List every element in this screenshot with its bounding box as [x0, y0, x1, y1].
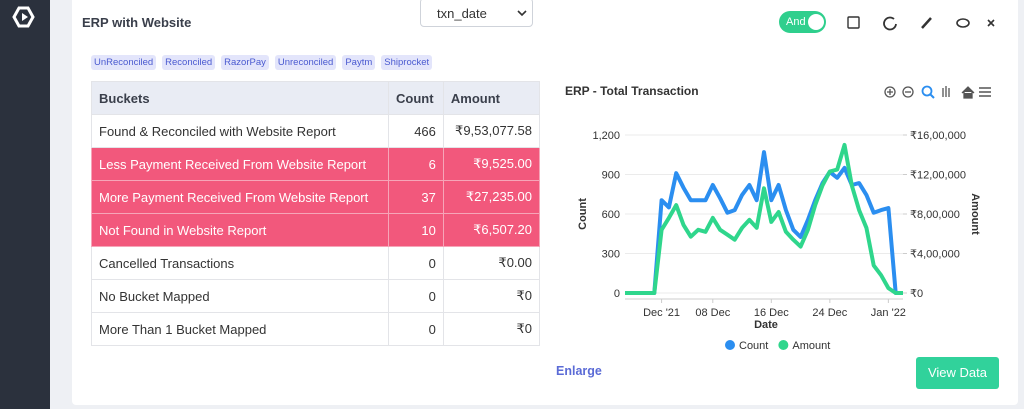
- table-row: Not Found in Website Report 10 ₹6,507.20: [91, 213, 541, 247]
- y2-tick-label: ₹12,00,000: [910, 170, 966, 182]
- x-tick-label: 08 Dec: [695, 307, 730, 319]
- legend-label: Count: [739, 340, 768, 352]
- y-tick-label: 1,200: [592, 130, 620, 142]
- legend-marker: [778, 340, 789, 350]
- legend-label: Amount: [792, 340, 830, 352]
- table-cell: Not Found in Website Report: [91, 213, 389, 247]
- y2-tick-label: ₹8,00,000: [910, 209, 960, 221]
- x-tick-label: 16 Dec: [754, 307, 789, 319]
- edit-icon[interactable]: [921, 17, 932, 29]
- toolbar: [847, 16, 995, 31]
- bucket-table: Buckets Count Amount Found & Reconciled wit…: [91, 81, 541, 346]
- chart-toolbar: [884, 85, 991, 99]
- sidebar: [0, 0, 50, 409]
- y2-axis-title: Amount: [969, 193, 981, 235]
- toggle-label: And: [786, 16, 806, 28]
- view-icon[interactable]: [956, 18, 970, 28]
- view-data-button[interactable]: View Data: [916, 357, 999, 389]
- y2-tick-label: ₹4,00,000: [910, 249, 960, 261]
- tag-list: UnReconciled Reconciled RazorPay Unreconcil…: [91, 55, 433, 70]
- x-tick-label: Jan '22: [871, 307, 906, 319]
- tag[interactable]: RazorPay: [221, 55, 269, 70]
- header-row: Buckets Count Amount: [91, 81, 541, 115]
- table-cell: Cancelled Transactions: [91, 246, 389, 280]
- close-icon[interactable]: [987, 19, 995, 27]
- table-row: Found & Reconciled with Website Report 46…: [91, 114, 541, 148]
- table-row: Less Payment Received From Website Repor…: [91, 147, 541, 181]
- logo: [12, 6, 35, 28]
- table-cell: Less Payment Received From Website Repor…: [91, 147, 389, 181]
- table-cell: 37: [388, 180, 444, 214]
- date-field-dropdown[interactable]: txn_date: [420, 0, 533, 27]
- select-icon[interactable]: [847, 16, 860, 29]
- y-axis-title: Count: [577, 198, 589, 230]
- dropdown-caret: [517, 10, 527, 17]
- table-row: No Bucket Mapped 0 ₹0: [91, 279, 541, 313]
- y2-tick-label: ₹16,00,000: [910, 130, 966, 142]
- column-header: Amount: [442, 81, 541, 115]
- title: ERP with Website: [82, 15, 192, 30]
- toggle-knob: [808, 14, 824, 30]
- table-cell: 10: [388, 213, 444, 247]
- table-cell: More Than 1 Bucket Mapped: [91, 312, 389, 346]
- column-header: Buckets: [91, 81, 389, 115]
- y-tick-label: 600: [602, 209, 620, 221]
- table-cell: 0: [388, 312, 444, 346]
- enlarge-link[interactable]: Enlarge: [556, 364, 602, 378]
- series-line: [625, 150, 903, 295]
- column-header: Count: [388, 81, 444, 115]
- table-cell: No Bucket Mapped: [91, 279, 389, 313]
- y-tick-label: 900: [602, 170, 620, 182]
- table-row: More Than 1 Bucket Mapped 0 ₹0: [91, 312, 541, 346]
- table-cell: Found & Reconciled with Website Report: [91, 114, 389, 148]
- table-cell: 466: [388, 114, 444, 148]
- table-cell: More Payment Received From Website Repor…: [91, 180, 389, 214]
- x-axis-title: Date: [754, 319, 778, 331]
- legend-marker: [725, 340, 735, 350]
- table-cell: ₹0.00: [442, 246, 541, 280]
- table-cell: 6: [388, 147, 444, 181]
- y2-tick-label: ₹0: [910, 288, 923, 300]
- refresh-icon[interactable]: [883, 16, 897, 31]
- y-tick-label: 0: [614, 288, 620, 300]
- table-cell: ₹27,235.00: [442, 180, 541, 214]
- table-row: More Payment Received From Website Repor…: [91, 180, 541, 214]
- table-cell: ₹0: [442, 279, 541, 313]
- series-line: [625, 142, 903, 295]
- y-tick-label: 300: [602, 249, 620, 261]
- table-cell: 0: [388, 246, 444, 280]
- table-cell: ₹9,53,077.58: [442, 114, 541, 148]
- tag[interactable]: Unreconciled: [274, 55, 337, 70]
- chart-title: ERP - Total Transaction: [565, 84, 699, 98]
- table-cell: 0: [388, 279, 444, 313]
- table-cell: ₹0: [442, 312, 541, 346]
- x-tick-label: 24 Dec: [812, 307, 847, 319]
- tag[interactable]: Paytm: [342, 55, 376, 70]
- tag[interactable]: Shiprocket: [381, 55, 433, 70]
- tag[interactable]: Reconciled: [162, 55, 216, 70]
- tag[interactable]: UnReconciled: [91, 55, 157, 70]
- x-tick-label: Dec '21: [643, 307, 680, 319]
- table-cell: ₹6,507.20: [442, 213, 541, 247]
- dropdown-value: txn_date: [437, 6, 487, 21]
- table-row: Cancelled Transactions 0 ₹0.00: [91, 246, 541, 280]
- table-cell: ₹9,525.00: [442, 147, 541, 181]
